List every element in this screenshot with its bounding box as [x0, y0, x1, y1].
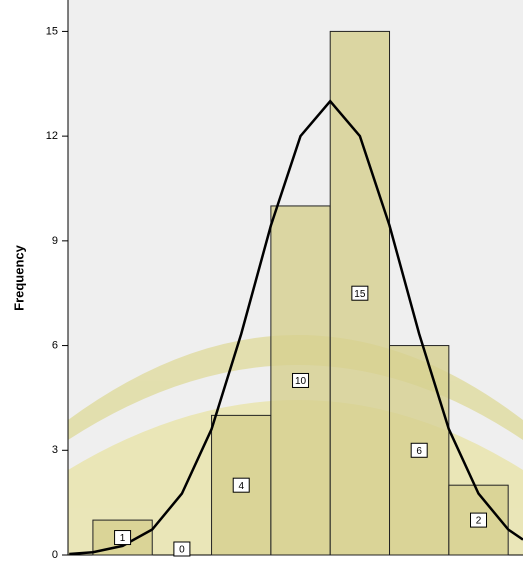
data-label-box [470, 512, 488, 528]
data-label-group: 4 [232, 477, 250, 493]
data-label: 6 [416, 446, 422, 457]
data-label: 2 [476, 516, 482, 527]
normal-curve [69, 99, 523, 556]
bar [329, 30, 391, 556]
data-label-group: 1 [114, 530, 132, 546]
y-tick-label: 3 [52, 444, 58, 456]
data-label-group: 0 [173, 541, 191, 557]
data-label: 10 [295, 376, 307, 387]
data-label-box [173, 541, 191, 557]
y-tick-label: 15 [46, 25, 58, 37]
data-label-box [410, 442, 428, 458]
data-label: 1 [120, 533, 126, 544]
y-tick-label: 12 [46, 130, 58, 142]
data-label-box [351, 285, 369, 301]
y-axis-title: Frequency [11, 244, 26, 311]
data-label-group: 15 [351, 285, 369, 301]
data-label-box [292, 372, 310, 388]
data-label-group: 2 [470, 512, 488, 528]
y-tick-label: 6 [52, 339, 58, 351]
data-label-group: 10 [292, 372, 310, 388]
data-label: 0 [179, 545, 185, 556]
data-label-group: 6 [410, 442, 428, 458]
data-label-box [232, 477, 250, 493]
y-tick-label: 0 [52, 549, 58, 561]
y-tick-label: 9 [52, 235, 58, 247]
data-label: 4 [238, 481, 244, 492]
data-label-box [114, 530, 132, 546]
data-label: 15 [354, 289, 366, 300]
